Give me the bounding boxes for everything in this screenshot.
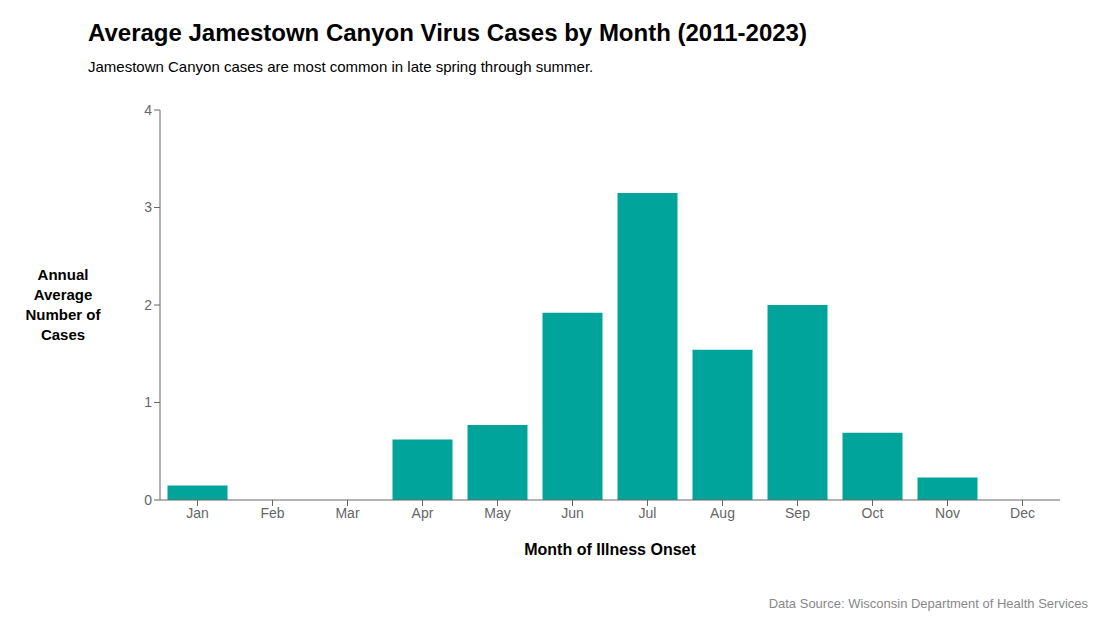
svg-text:Dec: Dec xyxy=(1010,505,1035,521)
svg-text:Mar: Mar xyxy=(335,505,359,521)
svg-text:3: 3 xyxy=(144,199,152,215)
svg-text:0: 0 xyxy=(144,492,152,508)
svg-text:4: 4 xyxy=(144,102,152,118)
svg-text:Jun: Jun xyxy=(561,505,584,521)
svg-text:May: May xyxy=(484,505,510,521)
svg-text:Jul: Jul xyxy=(639,505,657,521)
svg-text:Aug: Aug xyxy=(710,505,735,521)
svg-text:Jan: Jan xyxy=(186,505,209,521)
svg-text:Nov: Nov xyxy=(935,505,960,521)
svg-text:2: 2 xyxy=(144,297,152,313)
svg-text:Oct: Oct xyxy=(862,505,884,521)
html-text:Annual Average Number of Cases: Annual Average Number of Cases xyxy=(25,266,101,343)
svg-text:Feb: Feb xyxy=(260,505,284,521)
svg-text:1: 1 xyxy=(144,394,152,410)
svg-text:Apr: Apr xyxy=(412,505,434,521)
html-text:Average Jamestown Canyon Virus: Average Jamestown Canyon Virus Cases by … xyxy=(88,19,807,46)
svg-text:Month of Illness Onset: Month of Illness Onset xyxy=(524,541,696,558)
html-text:Jamestown Canyon cases are mos: Jamestown Canyon cases are most common i… xyxy=(88,58,594,75)
html-text:Data Source: Wisconsin Departm: Data Source: Wisconsin Department of Hea… xyxy=(768,596,1088,611)
svg-text:Sep: Sep xyxy=(785,505,810,521)
